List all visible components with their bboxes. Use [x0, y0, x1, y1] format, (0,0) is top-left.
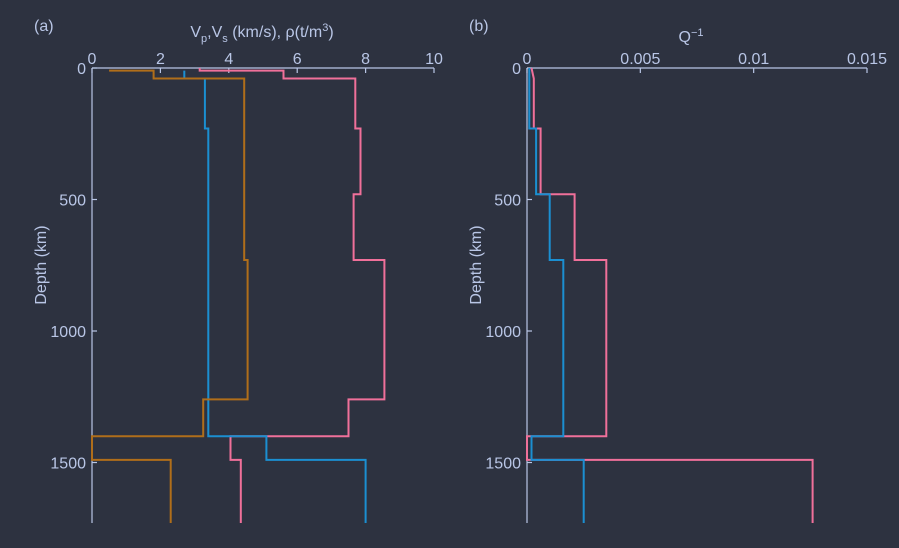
- panel-b-x-axis-label: Q−1: [679, 27, 704, 46]
- panel-b: (b) Q−1 Depth (km) 0 0.005 0.01 0.015 0 500 10…: [468, 18, 887, 523]
- panel-a-x-tick-label: 10: [425, 51, 443, 68]
- panel-b-x-tick-label: 0.015: [847, 51, 887, 68]
- panel-a-x-tick-label: 4: [224, 51, 233, 68]
- panel-b-label: (b): [469, 18, 489, 35]
- panel-a-y-tick-label: 1500: [50, 456, 86, 473]
- panel-a-x-tick-label: 8: [361, 51, 370, 68]
- panel-b-qs-line: [528, 68, 585, 523]
- panel-b-x-tick-label: 0.01: [738, 51, 769, 68]
- panel-a-vs-line: [183, 70, 367, 523]
- panel-a-series-group: [91, 68, 386, 523]
- panel-b-axes: 0 0.005 0.01 0.015 0 500 1000 1500: [485, 51, 887, 523]
- panel-a-y-tick-label: 1000: [50, 324, 86, 341]
- panel-b-y-tick-label: 1500: [485, 456, 521, 473]
- panel-b-y-tick-label: 500: [494, 193, 521, 210]
- panel-b-series-group: [526, 67, 814, 523]
- panel-a-rho-line: [91, 69, 249, 523]
- panel-a-x-tick-label: 0: [88, 51, 97, 68]
- panel-a-x-tick-label: 2: [156, 51, 165, 68]
- panel-a-x-axis-label: Vp,Vs (km/s), ρ(t/m3): [190, 22, 333, 45]
- panel-b-y-axis-label: Depth (km): [468, 225, 485, 304]
- panel-a-label: (a): [34, 18, 54, 35]
- panel-a-y-tick-label: 500: [59, 193, 86, 210]
- panel-a-axes: 0 2 4 6 8 10 0 500 1000 1500: [50, 51, 443, 523]
- panel-b-qp-line: [526, 67, 814, 523]
- panel-b-y-tick-label: 0: [512, 61, 521, 78]
- panel-a-y-axis-label: Depth (km): [33, 225, 50, 304]
- panel-a: (a) Vp,Vs (km/s), ρ(t/m3) Depth (km) 0 2 4…: [33, 18, 443, 523]
- panel-b-y-tick-label: 1000: [485, 324, 521, 341]
- panel-b-x-tick-label: 0.005: [620, 51, 660, 68]
- panel-b-x-tick-label: 0: [523, 51, 532, 68]
- panel-a-x-tick-label: 6: [293, 51, 302, 68]
- panel-a-vp-line: [198, 68, 386, 523]
- panel-a-y-tick-label: 0: [77, 61, 86, 78]
